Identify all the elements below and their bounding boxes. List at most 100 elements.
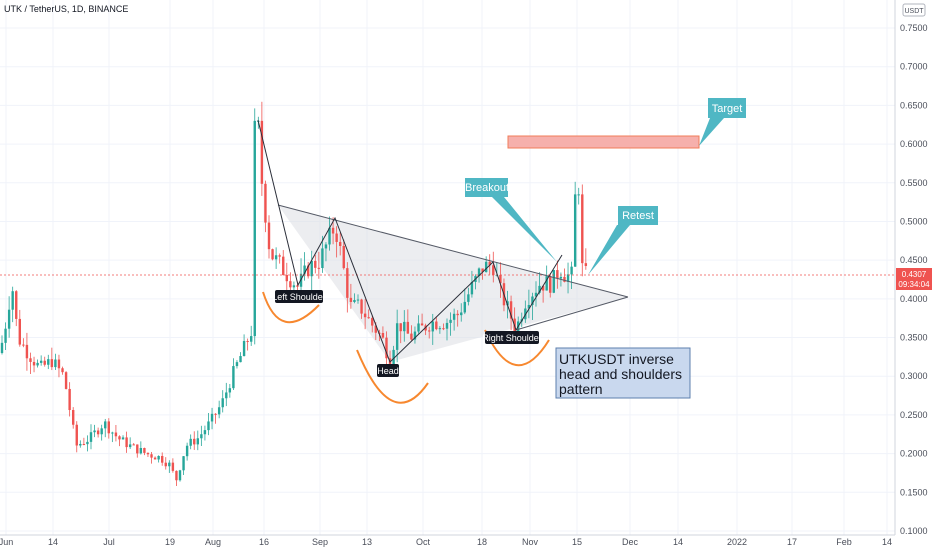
y-tick-label: 0.5000 (900, 216, 928, 226)
candle-body (545, 276, 548, 291)
candle-body (196, 438, 199, 445)
candle-body (431, 321, 434, 332)
candle-body (499, 274, 502, 284)
candle-body (438, 328, 442, 330)
candle-body (449, 319, 452, 323)
candle-body (221, 398, 224, 408)
candle-body (456, 313, 459, 316)
candle-body (470, 281, 474, 295)
candle-body (11, 291, 14, 310)
pattern-note-line1: UTKUSDT inverse (559, 351, 674, 367)
candle-body (271, 249, 274, 260)
x-tick-label: Dec (622, 537, 639, 547)
y-tick-label: 0.2500 (900, 410, 928, 420)
last-price-countdown: 09:34:04 (898, 280, 930, 289)
candle-body (342, 245, 345, 269)
y-tick-label: 0.6000 (900, 139, 928, 149)
candle-body (282, 256, 285, 276)
target-callout (699, 98, 746, 146)
candle-body (178, 470, 182, 481)
candle-body (15, 291, 18, 319)
candle-body (584, 263, 588, 266)
candle-body (146, 452, 150, 455)
candle-body (331, 227, 335, 234)
candle-body (36, 362, 39, 366)
y-tick-label: 0.4500 (900, 255, 928, 265)
candle-body (107, 421, 110, 434)
candle-body (538, 285, 541, 293)
candle-body (242, 341, 246, 357)
head-label-bg (377, 364, 399, 377)
pattern-note-line3: pattern (559, 381, 603, 397)
candle-body (132, 444, 135, 446)
candle-body (534, 292, 538, 297)
candle-body (552, 270, 555, 293)
candle-body (182, 456, 185, 471)
candle-body (22, 344, 25, 346)
candle-body (100, 428, 103, 435)
x-tick-label: Aug (205, 537, 221, 547)
candle-body (43, 360, 46, 365)
currency-button[interactable] (902, 3, 926, 17)
candle-body (57, 359, 61, 369)
candle-body (235, 362, 239, 367)
candle-body (509, 301, 513, 319)
candle-body (7, 309, 11, 329)
candle-body (139, 447, 143, 454)
candle-body (403, 321, 406, 332)
candle-body (104, 421, 107, 429)
candle-body (210, 413, 214, 422)
left-shoulder-curve (262, 291, 320, 324)
y-tick-label: 0.7000 (900, 62, 928, 72)
candle-body (175, 470, 178, 481)
symbol-title[interactable]: UTK / TetherUS, 1D, BINANCE (4, 4, 128, 14)
y-tick-label: 0.7500 (900, 23, 928, 33)
candle-body (228, 388, 232, 393)
candle-body (363, 313, 367, 318)
candle-body (114, 432, 118, 437)
x-tick-label: 14 (48, 537, 58, 547)
pattern-zigzag (257, 119, 563, 363)
candle-body (346, 268, 349, 298)
candle-body (549, 276, 552, 293)
x-tick-label: 14 (882, 537, 892, 547)
candle-body (420, 323, 424, 326)
candle-body (381, 332, 385, 338)
price-scale[interactable] (895, 0, 932, 535)
candle-body (581, 194, 584, 264)
candle-body (18, 318, 21, 345)
candle-body (150, 454, 153, 458)
candle-body (214, 413, 217, 415)
candle-body (385, 337, 388, 359)
time-scale[interactable] (0, 535, 932, 550)
candle-body (50, 359, 54, 368)
candle-body (531, 296, 534, 305)
candle-body (292, 285, 296, 288)
y-axis-ticks: 0.7500 0.7000 0.6500 0.6000 0.5500 0.5000 0.45… (900, 23, 928, 536)
candle-body (435, 321, 438, 330)
candle-body (239, 356, 242, 363)
candle-body (527, 304, 531, 309)
candle-body (428, 330, 431, 332)
x-tick-label: 18 (477, 537, 487, 547)
breakout-callout (465, 178, 557, 262)
candle-body (0, 342, 4, 354)
candle-body (64, 372, 68, 389)
grid (0, 0, 895, 535)
candle-body (193, 438, 196, 445)
x-tick-label: Feb (836, 537, 852, 547)
candle-body (321, 248, 324, 269)
candle-body (349, 297, 353, 302)
candle-body (541, 285, 545, 291)
candle-body (556, 270, 559, 279)
candle-body (406, 321, 410, 334)
y-tick-label: 0.6500 (900, 100, 928, 110)
candle-body (495, 274, 499, 276)
x-tick-label: 16 (259, 537, 269, 547)
candle-body (570, 266, 573, 275)
candle-body (264, 183, 267, 223)
candle-body (467, 294, 470, 302)
candle-body (559, 276, 563, 279)
candle-body (260, 120, 264, 184)
